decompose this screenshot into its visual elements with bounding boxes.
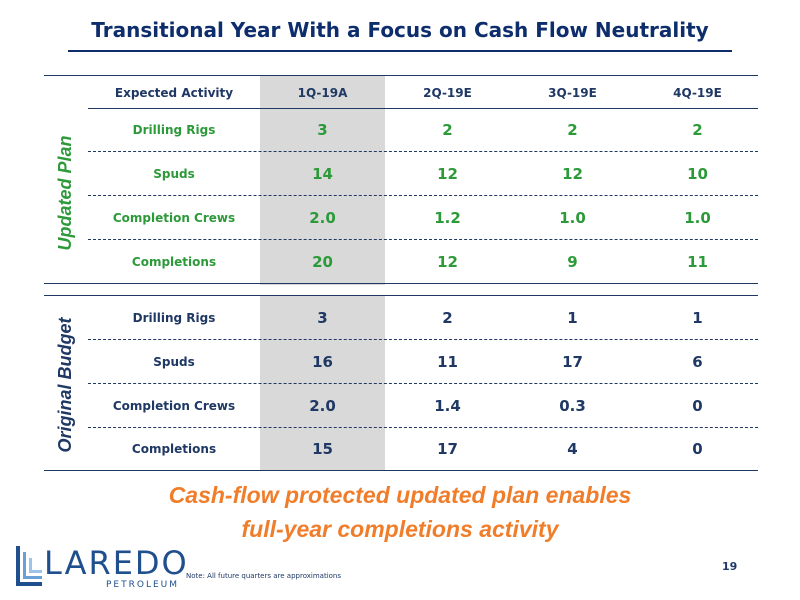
logo-subtitle: PETROLEUM [106, 580, 180, 590]
logo-mark-icon [16, 546, 42, 586]
updated-value: 12 [437, 165, 458, 183]
updated-row-label-spuds: Spuds [153, 167, 195, 181]
original-value: 6 [692, 353, 703, 371]
updated-plan-label: Updated Plan [55, 135, 75, 251]
updated-value: 9 [567, 253, 578, 271]
header-1q-19a: 1Q-19A [297, 86, 348, 100]
row-divider [88, 383, 758, 384]
section-divider-top [44, 283, 758, 284]
row-divider [88, 427, 758, 428]
updated-value: 1.0 [559, 209, 586, 227]
original-value: 15 [312, 440, 333, 458]
original-value: 1 [567, 309, 578, 327]
original-value: 2 [442, 309, 453, 327]
row-divider [88, 195, 758, 196]
header-bottom-rule [88, 108, 758, 109]
updated-value: 11 [687, 253, 708, 271]
original-value: 1 [692, 309, 703, 327]
header-3q-19e: 3Q-19E [548, 86, 597, 100]
updated-value: 2 [692, 121, 703, 139]
original-value: 3 [317, 309, 328, 327]
table-top-rule [44, 75, 758, 76]
slide-title: Transitional Year With a Focus on Cash F… [91, 18, 709, 42]
row-divider [88, 151, 758, 152]
updated-value: 2.0 [309, 209, 336, 227]
updated-value: 10 [687, 165, 708, 183]
updated-value: 3 [317, 121, 328, 139]
updated-row-label-completions: Completions [131, 255, 217, 269]
original-value: 0 [692, 397, 703, 415]
page-number: 19 [722, 560, 738, 573]
tagline-line-2: full-year completions activity [241, 516, 559, 542]
original-value: 17 [437, 440, 458, 458]
footnote: Note: All future quarters are approximat… [186, 572, 342, 580]
updated-row-label-drilling-rigs: Drilling Rigs [132, 123, 216, 137]
original-row-label-completions: Completions [131, 442, 217, 456]
header-4q-19e: 4Q-19E [673, 86, 722, 100]
updated-row-label-completion-crews: Completion Crews [112, 211, 236, 225]
updated-value: 2 [567, 121, 578, 139]
actual-column-shade-lower [260, 295, 385, 470]
updated-value: 1.0 [684, 209, 711, 227]
original-value: 16 [312, 353, 333, 371]
original-value: 1.4 [434, 397, 461, 415]
laredo-logo: LAREDO PETROLEUM [14, 542, 187, 592]
actual-column-shade-upper [260, 75, 385, 285]
original-row-label-spuds: Spuds [153, 355, 195, 369]
logo-wordmark: LAREDO [44, 544, 189, 582]
section-divider-bottom [44, 295, 758, 296]
original-value: 4 [567, 440, 578, 458]
original-row-label-completion-crews: Completion Crews [112, 399, 236, 413]
updated-value: 2 [442, 121, 453, 139]
tagline-line-1: Cash-flow protected updated plan enables [168, 482, 632, 508]
original-value: 0.3 [559, 397, 586, 415]
original-value: 11 [437, 353, 458, 371]
updated-value: 12 [562, 165, 583, 183]
header-expected-activity: Expected Activity [114, 86, 234, 100]
original-value: 2.0 [309, 397, 336, 415]
original-row-label-drilling-rigs: Drilling Rigs [132, 311, 216, 325]
table-bottom-rule [44, 470, 758, 471]
original-budget-label: Original Budget [55, 317, 75, 453]
title-underline [68, 50, 732, 52]
updated-value: 12 [437, 253, 458, 271]
updated-value: 14 [312, 165, 333, 183]
row-divider [88, 239, 758, 240]
original-value: 17 [562, 353, 583, 371]
original-value: 0 [692, 440, 703, 458]
updated-value: 20 [312, 253, 333, 271]
row-divider [88, 339, 758, 340]
updated-value: 1.2 [434, 209, 461, 227]
header-2q-19e: 2Q-19E [423, 86, 472, 100]
